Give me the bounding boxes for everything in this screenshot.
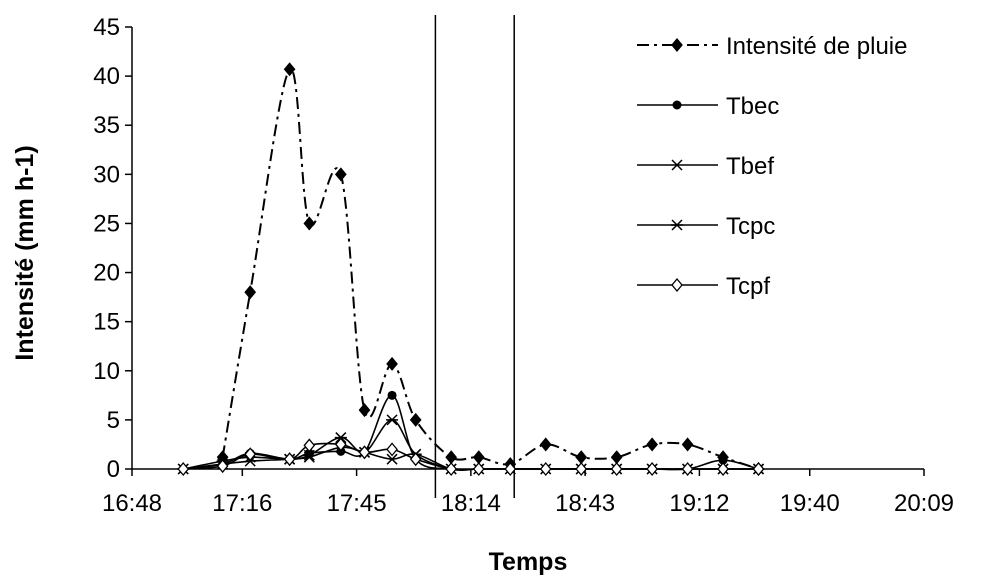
data-point-tcpf [539,461,552,477]
y-tick-label: 30 [93,161,120,188]
y-tick-label: 35 [93,112,120,139]
data-point-intensite-de-pluie [445,450,458,465]
series-layer [177,62,765,477]
data-point-tbec [718,455,728,465]
data-point-tcpf [283,452,296,467]
x-tick-label: 18:14 [441,490,501,517]
y-tick-label: 40 [93,63,120,90]
data-point-intensite-de-pluie [244,285,257,300]
data-point-intensite-de-pluie [303,216,316,231]
legend-marker-tbef [671,159,683,171]
data-point-tcpf [575,461,588,477]
data-point-intensite-de-pluie [681,437,694,452]
data-point-intensite-de-pluie [409,412,422,427]
data-point-tbef [386,453,398,465]
data-point-tbec [387,390,397,400]
data-point-tcpf [752,461,765,477]
data-point-tcpc [386,414,399,426]
data-point-intensite-de-pluie [334,167,347,182]
legend-marker-tcpf [671,277,683,293]
reference-lines [434,15,515,498]
y-tick-label: 45 [93,14,120,41]
x-tick-label: 18:43 [555,490,615,517]
y-tick-label: 15 [93,309,120,336]
y-tick-label: 10 [93,358,120,385]
y-axis-title: Intensité (mm h-1) [11,145,39,360]
series-line-tcpf [183,442,759,471]
x-tick-label: 16:48 [102,490,162,517]
series-line-intensite-de-pluie [221,68,759,470]
legend-marker-tbec [672,100,682,110]
data-point-intensite-de-pluie [610,450,623,465]
legend-label: Tbec [726,93,779,120]
legend-label: Tcpf [726,273,770,300]
data-point-tcpf [610,461,623,477]
legend-item-tcpc: Tcpc [637,213,775,240]
data-point-tcpf [303,438,316,453]
legend-item-intensite-de-pluie: Intensité de pluie [637,33,907,60]
data-point-tcpf [681,461,694,477]
series-tcpc [177,414,765,475]
data-point-intensite-de-pluie [386,356,398,371]
data-point-intensite-de-pluie [646,437,658,452]
data-point-tcpf [386,442,398,457]
data-point-tcpf [334,437,347,452]
x-tick-label: 20:09 [894,490,954,517]
data-point-intensite-de-pluie [472,450,485,465]
y-tick-label: 25 [93,210,120,237]
data-point-intensite-de-pluie [283,62,296,77]
data-point-tcpf [445,461,458,477]
data-point-tcpc [303,449,316,461]
x-tick-label: 17:16 [212,490,272,517]
x-axis-title: Temps [489,548,568,576]
data-point-intensite-de-pluie [358,403,371,418]
x-tick-label: 19:12 [669,490,729,517]
legend-label: Tbef [726,153,774,180]
data-point-tcpf [472,461,485,477]
legend-item-tbec: Tbec [637,93,779,120]
data-point-intensite-de-pluie [575,450,588,465]
y-tick-label: 0 [107,456,120,483]
legend-item-tbef: Tbef [637,153,774,180]
y-tick-label: 5 [107,407,120,434]
legend-label: Intensité de pluie [726,33,907,60]
y-tick-label: 20 [93,260,120,287]
data-point-tcpf [216,459,229,474]
legend-item-tcpf: Tcpf [637,273,770,300]
series-tcpf [177,437,765,477]
x-tick-label: 17:45 [327,490,387,517]
data-point-tcpf [358,445,371,460]
legend-label: Tcpc [726,213,775,240]
legend-marker-tcpc [671,219,683,231]
series-line-tcpc [183,419,759,471]
x-tick-label: 19:40 [780,490,840,517]
series-tbec [178,390,764,474]
series-intensite-de-pluie [216,62,765,477]
data-point-tcpf [646,461,658,477]
data-point-tcpf [177,461,190,477]
legend: Intensité de pluie Tbec Tbef Tcpc Tcpf [637,33,907,300]
data-point-tcpf [504,461,517,477]
data-point-tcpf [717,461,729,477]
data-point-intensite-de-pluie [539,437,552,452]
legend-marker-intensite-de-pluie [671,37,683,53]
tick-labels: 0 5 10 15 20 25 30 35 40 45 16:48 17:16 17:45 18:14 18… [93,14,954,517]
data-point-tcpf [244,447,257,462]
data-point-tcpf [409,452,422,467]
axes [125,26,925,476]
